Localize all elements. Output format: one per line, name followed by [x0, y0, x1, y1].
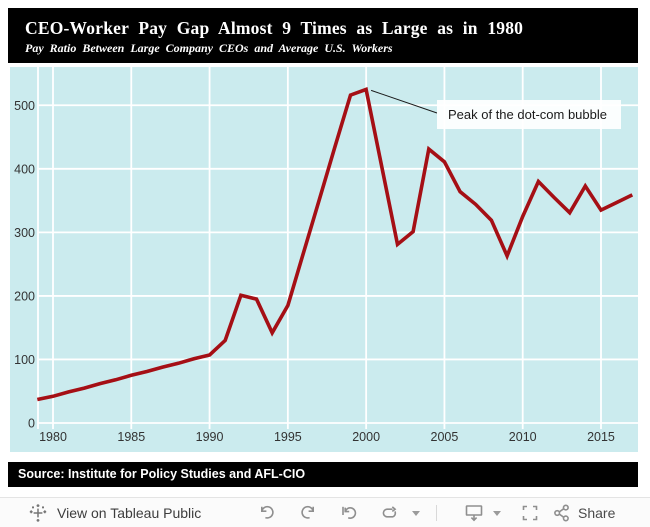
download-caret-icon: [493, 511, 501, 516]
source-text: Source: Institute for Policy Studies and…: [18, 467, 306, 481]
refresh-dropdown-button[interactable]: [408, 501, 424, 525]
download-icon: [465, 505, 483, 522]
tableau-toolbar: View on Tableau Public: [0, 497, 650, 527]
redo-icon: [301, 505, 314, 519]
x-tick-label: 2000: [352, 430, 380, 444]
title-bar: CEO-Worker Pay Gap Almost 9 Times as Lar…: [8, 8, 638, 63]
refresh-button[interactable]: [378, 501, 402, 525]
fullscreen-icon: [522, 505, 538, 521]
y-tick-label: 400: [14, 162, 35, 176]
y-tick-label: 200: [14, 289, 35, 303]
y-tick-label: 0: [28, 417, 35, 431]
x-tick-label: 2005: [431, 430, 459, 444]
x-tick-label: 1985: [117, 430, 145, 444]
page-title: CEO-Worker Pay Gap Almost 9 Times as Lar…: [25, 18, 524, 38]
x-tick-label: 1990: [196, 430, 224, 444]
dropdown-caret-icon: [412, 511, 420, 516]
refresh-icon: [382, 506, 397, 518]
pay-ratio-line[interactable]: [36, 86, 634, 402]
fullscreen-button[interactable]: [518, 501, 542, 525]
x-tick-label: 2015: [587, 430, 615, 444]
download-dropdown-button[interactable]: [489, 501, 505, 525]
annotation-connector-line: [370, 89, 438, 114]
y-tick-label: 500: [14, 99, 35, 113]
annotation-text: Peak of the dot-com bubble: [448, 107, 607, 122]
redo-button[interactable]: [296, 501, 320, 525]
view-on-tableau-public-label: View on Tableau Public: [57, 504, 202, 521]
y-tick-label: 300: [14, 226, 35, 240]
x-tick-label: 1995: [274, 430, 302, 444]
x-tick-label: 2010: [509, 430, 537, 444]
page-subtitle: Pay Ratio Between Large Company CEOs and…: [25, 41, 393, 56]
tableau-logo-icon: [29, 503, 47, 522]
share-icon: [554, 503, 569, 521]
y-tick-label: 100: [14, 353, 35, 367]
undo-button[interactable]: [255, 501, 279, 525]
view-on-tableau-public-link[interactable]: View on Tableau Public: [28, 498, 201, 527]
toolbar-divider: [436, 505, 437, 521]
share-label: Share: [578, 504, 616, 521]
undo-icon: [261, 505, 274, 519]
share-button[interactable]: Share: [552, 498, 615, 527]
chart-panel: 1980 1985 1990 1995 2000 2005 2010 2015 0 100 200 3…: [10, 67, 638, 452]
annotation-box: Peak of the dot-com bubble: [437, 100, 621, 129]
source-bar: Source: Institute for Policy Studies and…: [8, 462, 638, 487]
revert-icon: [342, 506, 357, 519]
download-button[interactable]: [462, 501, 486, 525]
x-tick-label: 1980: [39, 430, 67, 444]
revert-button[interactable]: [337, 501, 361, 525]
